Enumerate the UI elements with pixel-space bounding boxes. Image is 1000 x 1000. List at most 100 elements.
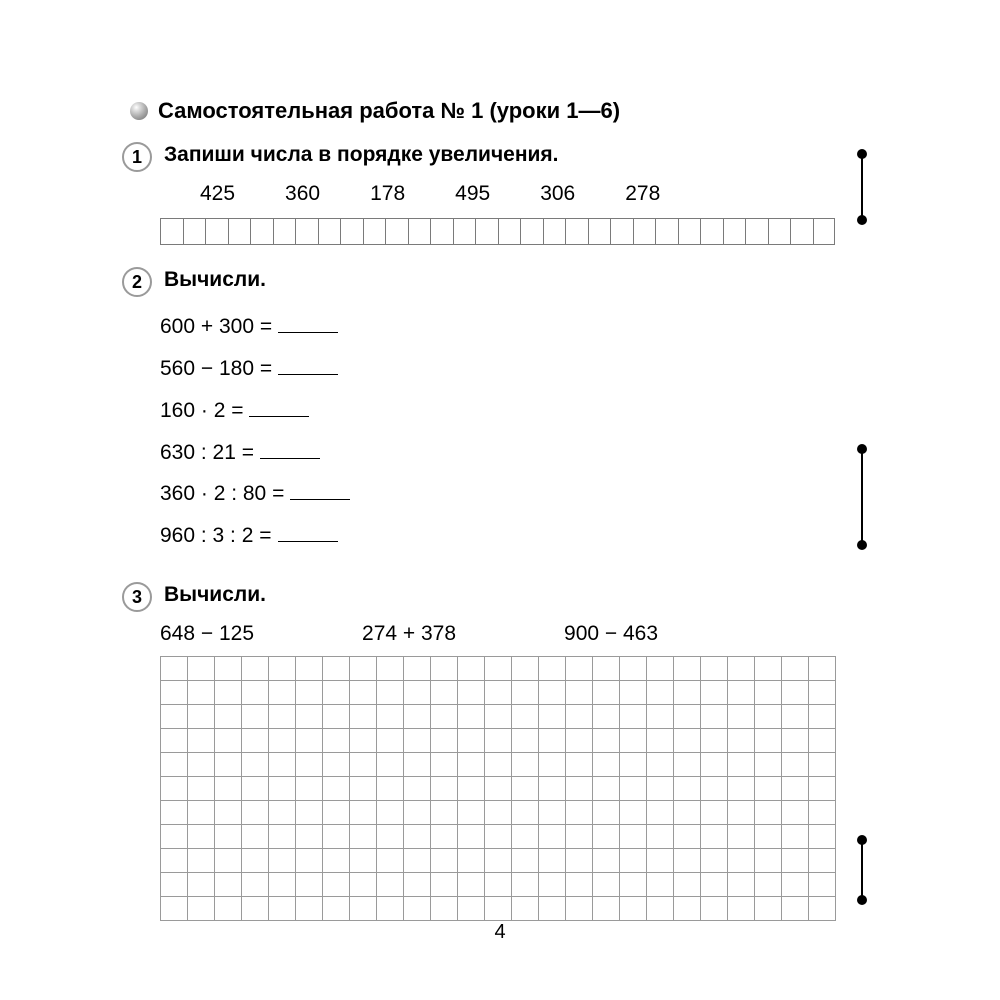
grid-cell[interactable] [782, 825, 809, 849]
grid-cell[interactable] [350, 777, 377, 801]
grid-cell[interactable] [647, 705, 674, 729]
grid-cell[interactable] [215, 897, 242, 921]
grid-cell[interactable] [647, 873, 674, 897]
grid-cell[interactable] [323, 753, 350, 777]
grid-cell[interactable] [782, 849, 809, 873]
grid-cell[interactable] [431, 897, 458, 921]
grid-cell[interactable] [350, 729, 377, 753]
grid-cell[interactable] [755, 777, 782, 801]
answer-cell[interactable] [318, 218, 341, 245]
grid-cell[interactable] [161, 753, 188, 777]
grid-cell[interactable] [512, 873, 539, 897]
grid-cell[interactable] [809, 777, 836, 801]
grid-cell[interactable] [809, 705, 836, 729]
grid-cell[interactable] [755, 705, 782, 729]
grid-cell[interactable] [215, 873, 242, 897]
grid-cell[interactable] [404, 657, 431, 681]
grid-cell[interactable] [377, 657, 404, 681]
answer-cell[interactable] [273, 218, 296, 245]
grid-cell[interactable] [458, 705, 485, 729]
grid-cell[interactable] [512, 777, 539, 801]
answer-blank[interactable] [249, 397, 309, 417]
answer-cell[interactable] [543, 218, 566, 245]
grid-cell[interactable] [323, 729, 350, 753]
grid-cell[interactable] [755, 873, 782, 897]
grid-cell[interactable] [755, 825, 782, 849]
grid-cell[interactable] [269, 681, 296, 705]
answer-cell[interactable] [790, 218, 813, 245]
grid-cell[interactable] [593, 705, 620, 729]
answer-cell[interactable] [363, 218, 386, 245]
answer-cell[interactable] [633, 218, 656, 245]
grid-cell[interactable] [485, 897, 512, 921]
grid-cell[interactable] [458, 801, 485, 825]
grid-cell[interactable] [377, 897, 404, 921]
grid-cell[interactable] [728, 777, 755, 801]
grid-cell[interactable] [296, 873, 323, 897]
grid-cell[interactable] [242, 801, 269, 825]
grid-cell[interactable] [701, 825, 728, 849]
grid-cell[interactable] [404, 897, 431, 921]
grid-cell[interactable] [809, 681, 836, 705]
grid-cell[interactable] [269, 753, 296, 777]
answer-cell[interactable] [408, 218, 431, 245]
grid-cell[interactable] [809, 825, 836, 849]
answer-cell[interactable] [610, 218, 633, 245]
grid-cell[interactable] [188, 849, 215, 873]
grid-cell[interactable] [323, 849, 350, 873]
grid-cell[interactable] [215, 825, 242, 849]
grid-cell[interactable] [782, 873, 809, 897]
grid-cell[interactable] [296, 777, 323, 801]
grid-cell[interactable] [809, 897, 836, 921]
grid-cell[interactable] [674, 657, 701, 681]
grid-cell[interactable] [242, 729, 269, 753]
grid-cell[interactable] [404, 825, 431, 849]
grid-cell[interactable] [485, 681, 512, 705]
grid-cell[interactable] [377, 849, 404, 873]
grid-cell[interactable] [188, 801, 215, 825]
grid-cell[interactable] [566, 705, 593, 729]
grid-cell[interactable] [782, 681, 809, 705]
grid-cell[interactable] [755, 729, 782, 753]
answer-cell[interactable] [183, 218, 206, 245]
grid-cell[interactable] [701, 657, 728, 681]
grid-cell[interactable] [350, 753, 377, 777]
grid-cell[interactable] [593, 801, 620, 825]
answer-blank[interactable] [290, 481, 350, 501]
grid-cell[interactable] [782, 897, 809, 921]
grid-cell[interactable] [674, 777, 701, 801]
grid-cell[interactable] [269, 705, 296, 729]
grid-cell[interactable] [755, 897, 782, 921]
grid-cell[interactable] [161, 777, 188, 801]
grid-cell[interactable] [809, 873, 836, 897]
grid-cell[interactable] [728, 729, 755, 753]
grid-cell[interactable] [404, 753, 431, 777]
answer-cell[interactable] [498, 218, 521, 245]
grid-cell[interactable] [485, 873, 512, 897]
grid-cell[interactable] [512, 753, 539, 777]
grid-cell[interactable] [215, 777, 242, 801]
grid-cell[interactable] [728, 753, 755, 777]
grid-cell[interactable] [269, 801, 296, 825]
answer-cell[interactable] [723, 218, 746, 245]
grid-cell[interactable] [782, 705, 809, 729]
grid-cell[interactable] [809, 729, 836, 753]
grid-cell[interactable] [296, 801, 323, 825]
grid-cell[interactable] [647, 849, 674, 873]
grid-cell[interactable] [485, 849, 512, 873]
grid-cell[interactable] [161, 825, 188, 849]
grid-cell[interactable] [350, 825, 377, 849]
grid-cell[interactable] [242, 849, 269, 873]
grid-cell[interactable] [458, 849, 485, 873]
grid-cell[interactable] [215, 729, 242, 753]
grid-cell[interactable] [728, 825, 755, 849]
grid-cell[interactable] [647, 657, 674, 681]
grid-cell[interactable] [755, 657, 782, 681]
grid-cell[interactable] [512, 849, 539, 873]
grid-cell[interactable] [431, 801, 458, 825]
grid-cell[interactable] [188, 777, 215, 801]
grid-cell[interactable] [188, 825, 215, 849]
grid-cell[interactable] [782, 657, 809, 681]
grid-cell[interactable] [674, 801, 701, 825]
grid-cell[interactable] [620, 777, 647, 801]
